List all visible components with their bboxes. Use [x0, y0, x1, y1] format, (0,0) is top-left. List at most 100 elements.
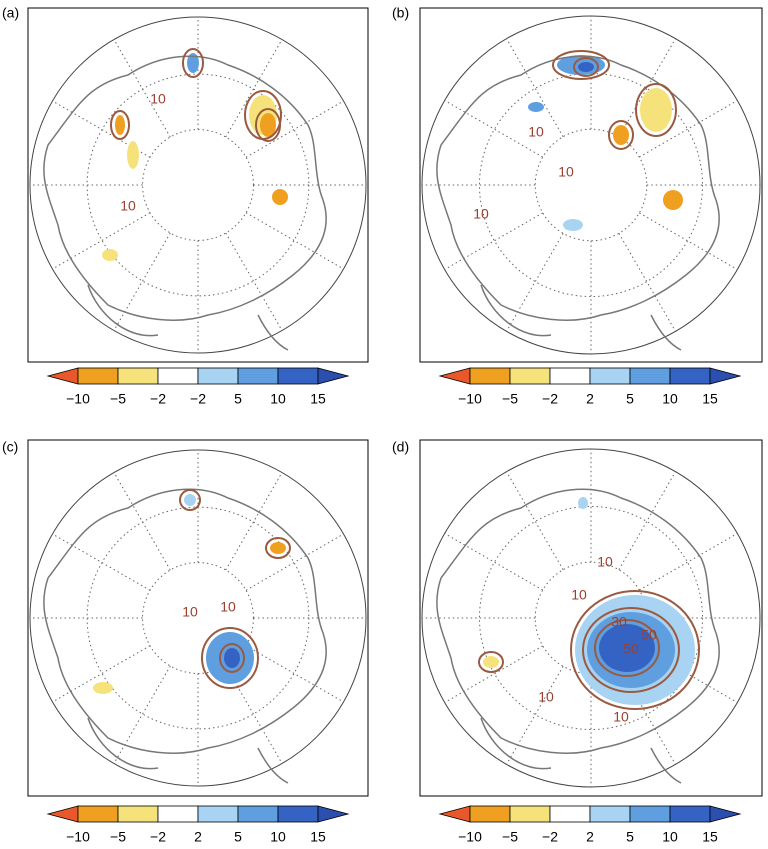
- meridian: [618, 233, 676, 332]
- map-boundary: [421, 15, 761, 355]
- meridian: [618, 471, 676, 570]
- latitude-circle: [478, 72, 704, 298]
- meridian: [639, 100, 738, 158]
- anomaly-area: [563, 219, 583, 231]
- colorbar-tick-label: 10: [270, 829, 286, 844]
- map-frame: [419, 439, 763, 797]
- panel: (c) 10 10 −10 −5 −2 2 5 10 15: [2, 439, 369, 845]
- contour-line: [552, 50, 610, 80]
- meridian: [444, 212, 543, 270]
- colorbar-arrow-low: [438, 805, 471, 823]
- panel-label: (d): [392, 439, 409, 455]
- contour-line: [608, 120, 634, 150]
- meridian: [225, 232, 283, 331]
- map-boundary: [29, 449, 367, 787]
- anomaly-area: [102, 249, 118, 261]
- contour-line: [110, 110, 130, 140]
- colorbar-segment: [589, 805, 631, 823]
- anomaly-area: [184, 494, 196, 506]
- contour-label: 10: [150, 91, 166, 107]
- colorbar-tick-label: 10: [662, 829, 678, 844]
- latitude-circle: [534, 128, 648, 242]
- meridian: [245, 533, 344, 591]
- colorbar-tick-label: −5: [110, 391, 126, 407]
- colorbar-arrow-high: [317, 367, 350, 385]
- contour-line: [478, 651, 504, 673]
- contour-line: [265, 537, 291, 559]
- meridian: [113, 472, 171, 571]
- latitude-circle: [478, 505, 704, 731]
- map-boundary: [421, 448, 761, 788]
- colorbar-segment: [509, 367, 551, 385]
- colorbar-tick-label: 5: [626, 391, 634, 407]
- map-frame: [27, 439, 369, 797]
- colorbar-segment: [197, 805, 239, 823]
- contour-line: [201, 627, 259, 689]
- colorbar-tick-label: 15: [310, 391, 326, 407]
- meridian: [113, 665, 171, 764]
- map-boundary: [29, 16, 367, 354]
- coastline: [43, 55, 327, 351]
- colorbar-arrow-low: [438, 367, 471, 385]
- contour-line: [573, 57, 599, 77]
- coastline: [436, 55, 720, 351]
- panel: (b) 10 10 10 −10 −5 −2 2 5 10 15: [392, 5, 763, 407]
- meridian: [52, 212, 151, 270]
- meridian: [52, 645, 151, 703]
- panel-label: (b): [392, 5, 409, 21]
- contour-label: 10: [182, 604, 198, 620]
- colorbar-arrow-high: [709, 805, 742, 823]
- colorbar-segment: [469, 367, 511, 385]
- meridian: [113, 232, 171, 331]
- meridian: [639, 212, 738, 270]
- anomaly-area: [663, 190, 683, 210]
- contour-line: [255, 108, 281, 142]
- meridian: [52, 533, 151, 591]
- contour-line: [182, 48, 204, 78]
- colorbar-arrow-low: [46, 805, 79, 823]
- anomaly-area: [483, 656, 499, 668]
- latitude-circle: [86, 506, 310, 730]
- anomaly-area: [270, 542, 286, 554]
- meridian: [639, 533, 738, 591]
- colorbar-segment: [117, 805, 159, 823]
- colorbar-segment: [277, 805, 319, 823]
- meridian: [245, 212, 344, 270]
- contour-label: 10: [473, 206, 489, 222]
- panel-label: (c): [2, 439, 18, 455]
- meridian: [506, 471, 564, 570]
- contour-label: 10: [613, 709, 629, 725]
- anomaly-area: [640, 88, 672, 132]
- meridian: [225, 39, 283, 138]
- colorbar-segment: [549, 805, 591, 823]
- colorbar-tick-label: −10: [66, 829, 90, 844]
- colorbar-tick-label: 10: [662, 391, 678, 407]
- latitude-circle: [142, 129, 254, 241]
- colorbar-tick-label: −2: [150, 829, 166, 844]
- colorbar-tick-label: −5: [502, 391, 518, 407]
- colorbar-tick-label: 15: [702, 391, 718, 407]
- meridian: [444, 100, 543, 158]
- anomaly-area: [260, 113, 276, 137]
- colorbar-tick-label: 2: [194, 829, 202, 844]
- colorbar-segment: [629, 367, 671, 385]
- anomaly-area: [578, 62, 594, 72]
- colorbar-arrow-low: [46, 367, 79, 385]
- colorbar-segment: [669, 805, 711, 823]
- map-frame: [27, 7, 369, 363]
- colorbar-arrow-high: [317, 805, 350, 823]
- anomaly-area: [127, 141, 139, 169]
- colorbar-tick-label: −2: [150, 391, 166, 407]
- anomaly-area: [272, 189, 288, 205]
- colorbar-segment: [77, 805, 119, 823]
- coastline: [43, 488, 327, 784]
- colorbar-tick-label: −10: [66, 391, 90, 407]
- contour-line: [594, 619, 660, 677]
- colorbar-tick-label: −2: [190, 391, 206, 407]
- contour-line: [219, 643, 245, 673]
- contour-label: 10: [120, 198, 136, 214]
- colorbar-tick-label: −2: [542, 391, 558, 407]
- meridian: [225, 472, 283, 571]
- colorbar-tick-label: 10: [270, 391, 286, 407]
- anomaly-area: [224, 648, 240, 668]
